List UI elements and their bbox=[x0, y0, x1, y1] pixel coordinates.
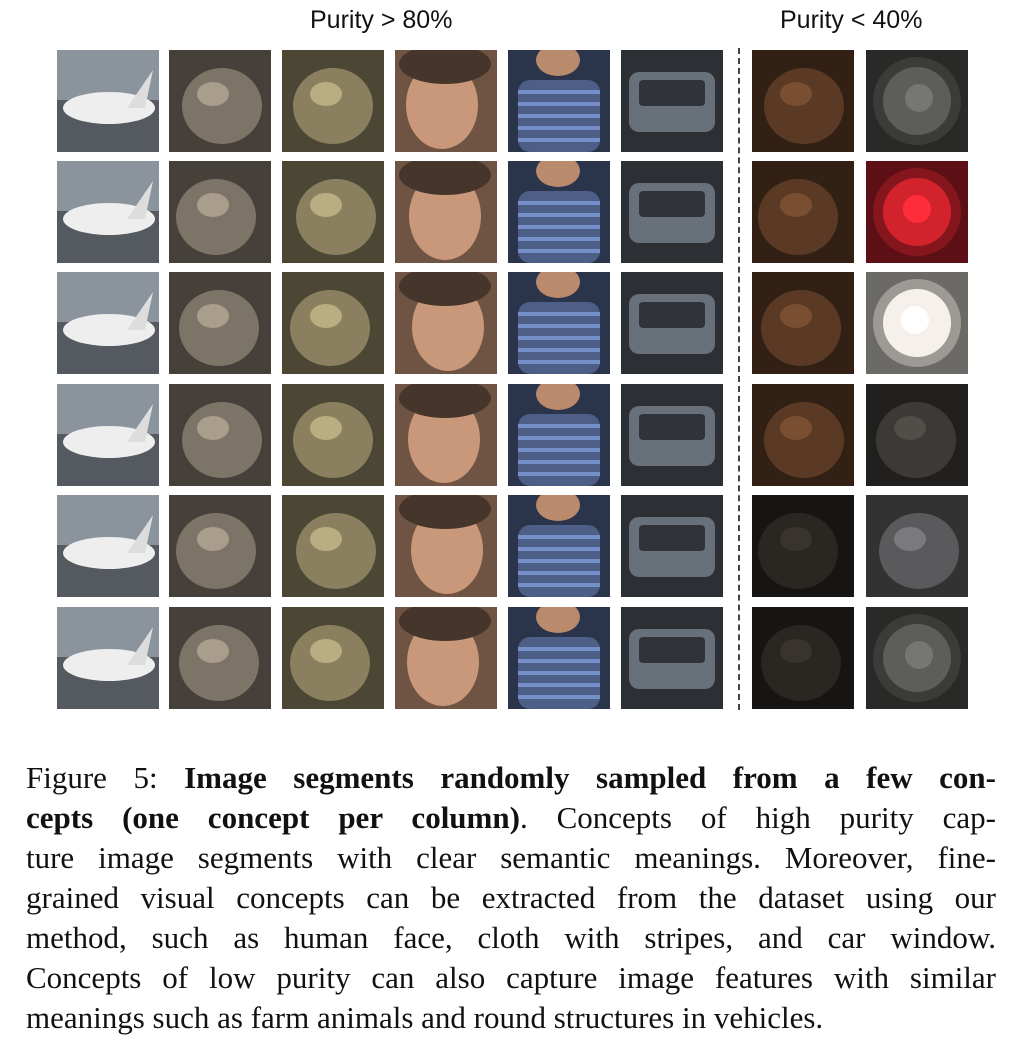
segment-image-round-structures-in-vehicles bbox=[866, 50, 968, 152]
segment-image-airplane bbox=[57, 272, 159, 374]
segment-image-airplane bbox=[57, 161, 159, 263]
caption-line: cepts (one concept per column). Concepts… bbox=[26, 798, 996, 838]
segment-image-bird bbox=[282, 384, 384, 486]
segment-image-cloth-with-stripes bbox=[508, 272, 610, 374]
segment-image-car-window bbox=[621, 495, 723, 597]
purity-divider bbox=[738, 48, 740, 710]
segment-image-car-window bbox=[621, 50, 723, 152]
segment-image-car-window bbox=[621, 161, 723, 263]
caption-text: Figure 5: bbox=[26, 760, 185, 795]
segment-image-cloth-with-stripes bbox=[508, 384, 610, 486]
caption-bold-text: cepts (one concept per column) bbox=[26, 800, 520, 835]
segment-image-bird bbox=[282, 607, 384, 709]
segment-image-airplane bbox=[57, 607, 159, 709]
segment-image-bird bbox=[282, 495, 384, 597]
caption-text: Concepts of low purity can also capture … bbox=[26, 960, 996, 995]
segment-image-human-face bbox=[395, 495, 497, 597]
segment-image-airplane bbox=[57, 50, 159, 152]
segment-image-cloth-with-stripes bbox=[508, 161, 610, 263]
segment-image-human-face bbox=[395, 50, 497, 152]
segment-image-cat bbox=[169, 272, 271, 374]
segment-image-cat bbox=[169, 607, 271, 709]
segment-image-car-window bbox=[621, 272, 723, 374]
caption-bold-text: Image segments randomly sampled from a f… bbox=[184, 760, 996, 795]
segment-image-farm-animals bbox=[752, 607, 854, 709]
segment-image-human-face bbox=[395, 161, 497, 263]
segment-image-human-face bbox=[395, 272, 497, 374]
segment-image-cloth-with-stripes bbox=[508, 607, 610, 709]
segment-image-car-window bbox=[621, 607, 723, 709]
segment-image-farm-animals bbox=[752, 384, 854, 486]
segment-image-bird bbox=[282, 50, 384, 152]
header-high-purity: Purity > 80% bbox=[310, 6, 453, 34]
segment-image-airplane bbox=[57, 495, 159, 597]
segment-image-cat bbox=[169, 384, 271, 486]
segment-image-cat bbox=[169, 50, 271, 152]
segment-image-round-structures-in-vehicles bbox=[866, 495, 968, 597]
caption-line: method, such as human face, cloth with s… bbox=[26, 918, 996, 958]
segment-image-human-face bbox=[395, 384, 497, 486]
figure-caption: Figure 5: Image segments randomly sample… bbox=[26, 758, 996, 1038]
segment-image-cat bbox=[169, 495, 271, 597]
caption-text: method, such as human face, cloth with s… bbox=[26, 920, 996, 955]
caption-text: . Concepts of high purity cap- bbox=[519, 800, 996, 835]
segment-image-airplane bbox=[57, 384, 159, 486]
segment-image-round-structures-in-vehicles bbox=[866, 161, 968, 263]
segment-image-farm-animals bbox=[752, 495, 854, 597]
caption-text: grained visual concepts can be extracted… bbox=[26, 880, 996, 915]
segment-image-cat bbox=[169, 161, 271, 263]
caption-text: ture image segments with clear semantic … bbox=[26, 840, 996, 875]
segment-image-farm-animals bbox=[752, 161, 854, 263]
header-low-purity: Purity < 40% bbox=[780, 6, 923, 34]
caption-line: Concepts of low purity can also capture … bbox=[26, 958, 996, 998]
caption-line: grained visual concepts can be extracted… bbox=[26, 878, 996, 918]
caption-line: Figure 5: Image segments randomly sample… bbox=[26, 758, 996, 798]
segment-image-human-face bbox=[395, 607, 497, 709]
segment-image-round-structures-in-vehicles bbox=[866, 607, 968, 709]
segment-image-bird bbox=[282, 272, 384, 374]
caption-text: meanings such as farm animals and round … bbox=[26, 1000, 824, 1035]
segment-image-round-structures-in-vehicles bbox=[866, 272, 968, 374]
segment-image-farm-animals bbox=[752, 50, 854, 152]
caption-line: meanings such as farm animals and round … bbox=[26, 998, 996, 1038]
segment-image-cloth-with-stripes bbox=[508, 495, 610, 597]
segment-image-farm-animals bbox=[752, 272, 854, 374]
segment-image-cloth-with-stripes bbox=[508, 50, 610, 152]
segment-image-bird bbox=[282, 161, 384, 263]
segment-image-car-window bbox=[621, 384, 723, 486]
segment-image-round-structures-in-vehicles bbox=[866, 384, 968, 486]
caption-line: ture image segments with clear semantic … bbox=[26, 838, 996, 878]
